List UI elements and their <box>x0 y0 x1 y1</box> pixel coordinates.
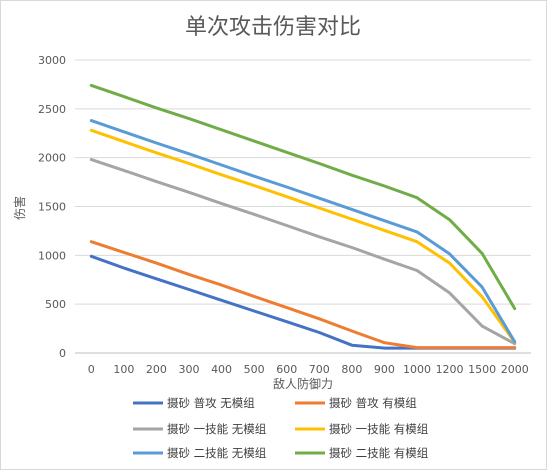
series-line-4 <box>89 119 517 344</box>
x-tick-label: 2000 <box>501 363 529 376</box>
legend-label: 摄砂 二技能 有模组 <box>329 446 429 460</box>
y-tick-label: 0 <box>59 347 66 360</box>
series-lines <box>89 83 517 350</box>
x-tick-label: 200 <box>146 363 167 376</box>
series-line-0 <box>89 254 517 350</box>
y-tick-label: 2500 <box>38 103 66 116</box>
x-tick-label: 100 <box>113 363 134 376</box>
y-tick-label: 1000 <box>38 249 66 262</box>
legend-label: 摄砂 一技能 有模组 <box>329 422 429 436</box>
y-tick-label: 3000 <box>38 54 66 67</box>
x-tick-label: 900 <box>374 363 395 376</box>
legend-label: 摄砂 普攻 有模组 <box>329 396 417 410</box>
series-line-1 <box>89 240 517 350</box>
series-line-5 <box>89 83 517 311</box>
y-tick-label: 2000 <box>38 152 66 165</box>
x-tick-label: 0 <box>88 363 95 376</box>
x-tick-label: 1500 <box>468 363 496 376</box>
x-axis-title: 敌人防御力 <box>273 376 333 391</box>
x-tick-label: 600 <box>276 363 297 376</box>
y-axis-title: 伤害 <box>12 196 27 220</box>
legend-label: 摄砂 一技能 无模组 <box>167 422 267 436</box>
y-tick-label: 500 <box>45 298 66 311</box>
series-line-2 <box>89 158 517 346</box>
chart-title: 单次攻击伤害对比 <box>185 15 361 40</box>
x-tick-label: 400 <box>211 363 232 376</box>
y-tick-label: 1500 <box>38 201 66 214</box>
x-tick-label: 800 <box>341 363 362 376</box>
x-tick-label: 700 <box>309 363 330 376</box>
series-line-3 <box>89 128 517 344</box>
legend-label: 摄砂 二技能 无模组 <box>167 446 267 460</box>
x-tick-label: 300 <box>179 363 200 376</box>
y-axis-ticks: 0 500 1000 1500 2000 2500 3000 <box>38 54 66 360</box>
x-tick-label: 1200 <box>436 363 464 376</box>
gridlines <box>75 59 531 305</box>
x-axis-ticks: 0 100 200 300 400 500 600 700 800 900 1000 1200 1500… <box>88 363 529 376</box>
x-tick-label: 1000 <box>403 363 431 376</box>
legend-label: 摄砂 普攻 无模组 <box>167 396 255 410</box>
x-tick-label: 500 <box>244 363 265 376</box>
